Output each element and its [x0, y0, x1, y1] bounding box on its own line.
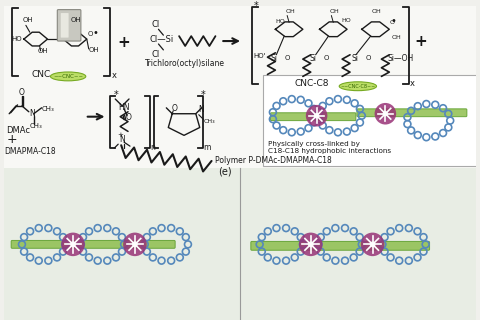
Bar: [4, 168, 240, 320]
Text: •: •: [390, 16, 396, 26]
Text: O: O: [389, 20, 394, 25]
FancyBboxPatch shape: [57, 10, 81, 41]
Text: OH: OH: [285, 9, 295, 13]
Text: +: +: [6, 133, 17, 146]
Circle shape: [132, 241, 138, 247]
Text: OH: OH: [391, 35, 401, 40]
Text: CH₃: CH₃: [204, 119, 216, 124]
Text: +: +: [118, 35, 131, 50]
Text: O: O: [284, 55, 289, 61]
Text: CNC-C8: CNC-C8: [294, 79, 328, 88]
FancyBboxPatch shape: [251, 241, 430, 250]
Text: C18-C18 hydrophobic interactions: C18-C18 hydrophobic interactions: [267, 148, 391, 154]
Text: (e): (e): [218, 167, 232, 177]
Text: OH: OH: [329, 9, 339, 13]
Text: HN: HN: [118, 103, 130, 112]
Text: Si—OH: Si—OH: [387, 54, 414, 63]
Text: Cl: Cl: [152, 50, 160, 59]
Text: HO: HO: [341, 18, 351, 23]
Circle shape: [123, 233, 147, 256]
Text: Trichloro(octyl)silane: Trichloro(octyl)silane: [145, 59, 225, 68]
Text: +: +: [414, 34, 427, 49]
Text: O: O: [88, 31, 93, 37]
Circle shape: [299, 233, 323, 256]
Text: x: x: [410, 79, 415, 88]
Circle shape: [61, 233, 85, 256]
Text: O: O: [126, 113, 132, 122]
Bar: [4, 6, 476, 168]
Circle shape: [306, 105, 327, 126]
Circle shape: [70, 241, 76, 247]
Text: DMAc: DMAc: [6, 126, 30, 135]
Ellipse shape: [339, 82, 376, 91]
Text: N: N: [29, 109, 35, 118]
Text: Si: Si: [352, 54, 359, 63]
Text: OH: OH: [37, 48, 48, 54]
Circle shape: [361, 233, 384, 256]
Circle shape: [314, 113, 319, 118]
Bar: [4, 168, 476, 320]
Text: Polymer P-DMAc-DMAPMA-C18: Polymer P-DMAc-DMAPMA-C18: [216, 156, 332, 165]
FancyBboxPatch shape: [357, 109, 467, 117]
Text: HO: HO: [276, 20, 285, 24]
Text: HO: HO: [12, 36, 22, 42]
FancyBboxPatch shape: [11, 240, 175, 248]
Text: CH₃: CH₃: [42, 106, 54, 112]
Text: OH: OH: [372, 9, 382, 13]
Text: CH₃: CH₃: [30, 124, 43, 130]
Text: OH: OH: [89, 47, 99, 53]
Text: •: •: [93, 28, 102, 38]
Text: Si: Si: [270, 54, 277, 63]
FancyBboxPatch shape: [270, 113, 356, 121]
Text: Si: Si: [310, 54, 317, 63]
FancyBboxPatch shape: [61, 13, 69, 38]
Circle shape: [383, 111, 388, 116]
Text: OH: OH: [71, 17, 82, 23]
Text: *: *: [201, 90, 205, 100]
Text: n: n: [151, 143, 156, 152]
Text: HO': HO': [254, 53, 266, 59]
Text: DMAPMA-C18: DMAPMA-C18: [4, 147, 56, 156]
Text: ~~CNC-C8~~: ~~CNC-C8~~: [340, 84, 375, 89]
Text: N: N: [198, 105, 204, 114]
FancyBboxPatch shape: [263, 76, 477, 166]
Text: O: O: [19, 88, 25, 97]
Text: *: *: [113, 90, 118, 100]
Bar: [240, 168, 476, 320]
Text: +: +: [117, 132, 123, 138]
Text: ~~CNC~~: ~~CNC~~: [53, 75, 83, 79]
Text: O: O: [366, 55, 371, 61]
Text: Cl: Cl: [152, 20, 160, 29]
Ellipse shape: [50, 72, 86, 81]
Text: Cl—Si: Cl—Si: [150, 35, 174, 44]
Text: *: *: [254, 1, 259, 11]
Text: m: m: [204, 143, 211, 152]
Text: OH: OH: [23, 17, 34, 23]
Circle shape: [308, 241, 313, 247]
Text: Physically cross-linked by: Physically cross-linked by: [267, 141, 360, 147]
Circle shape: [374, 103, 396, 124]
Circle shape: [370, 241, 375, 247]
Text: x: x: [111, 71, 116, 80]
Text: O: O: [324, 55, 329, 61]
Text: O: O: [171, 104, 177, 113]
Text: CNC: CNC: [32, 70, 51, 79]
Text: N: N: [119, 135, 125, 144]
